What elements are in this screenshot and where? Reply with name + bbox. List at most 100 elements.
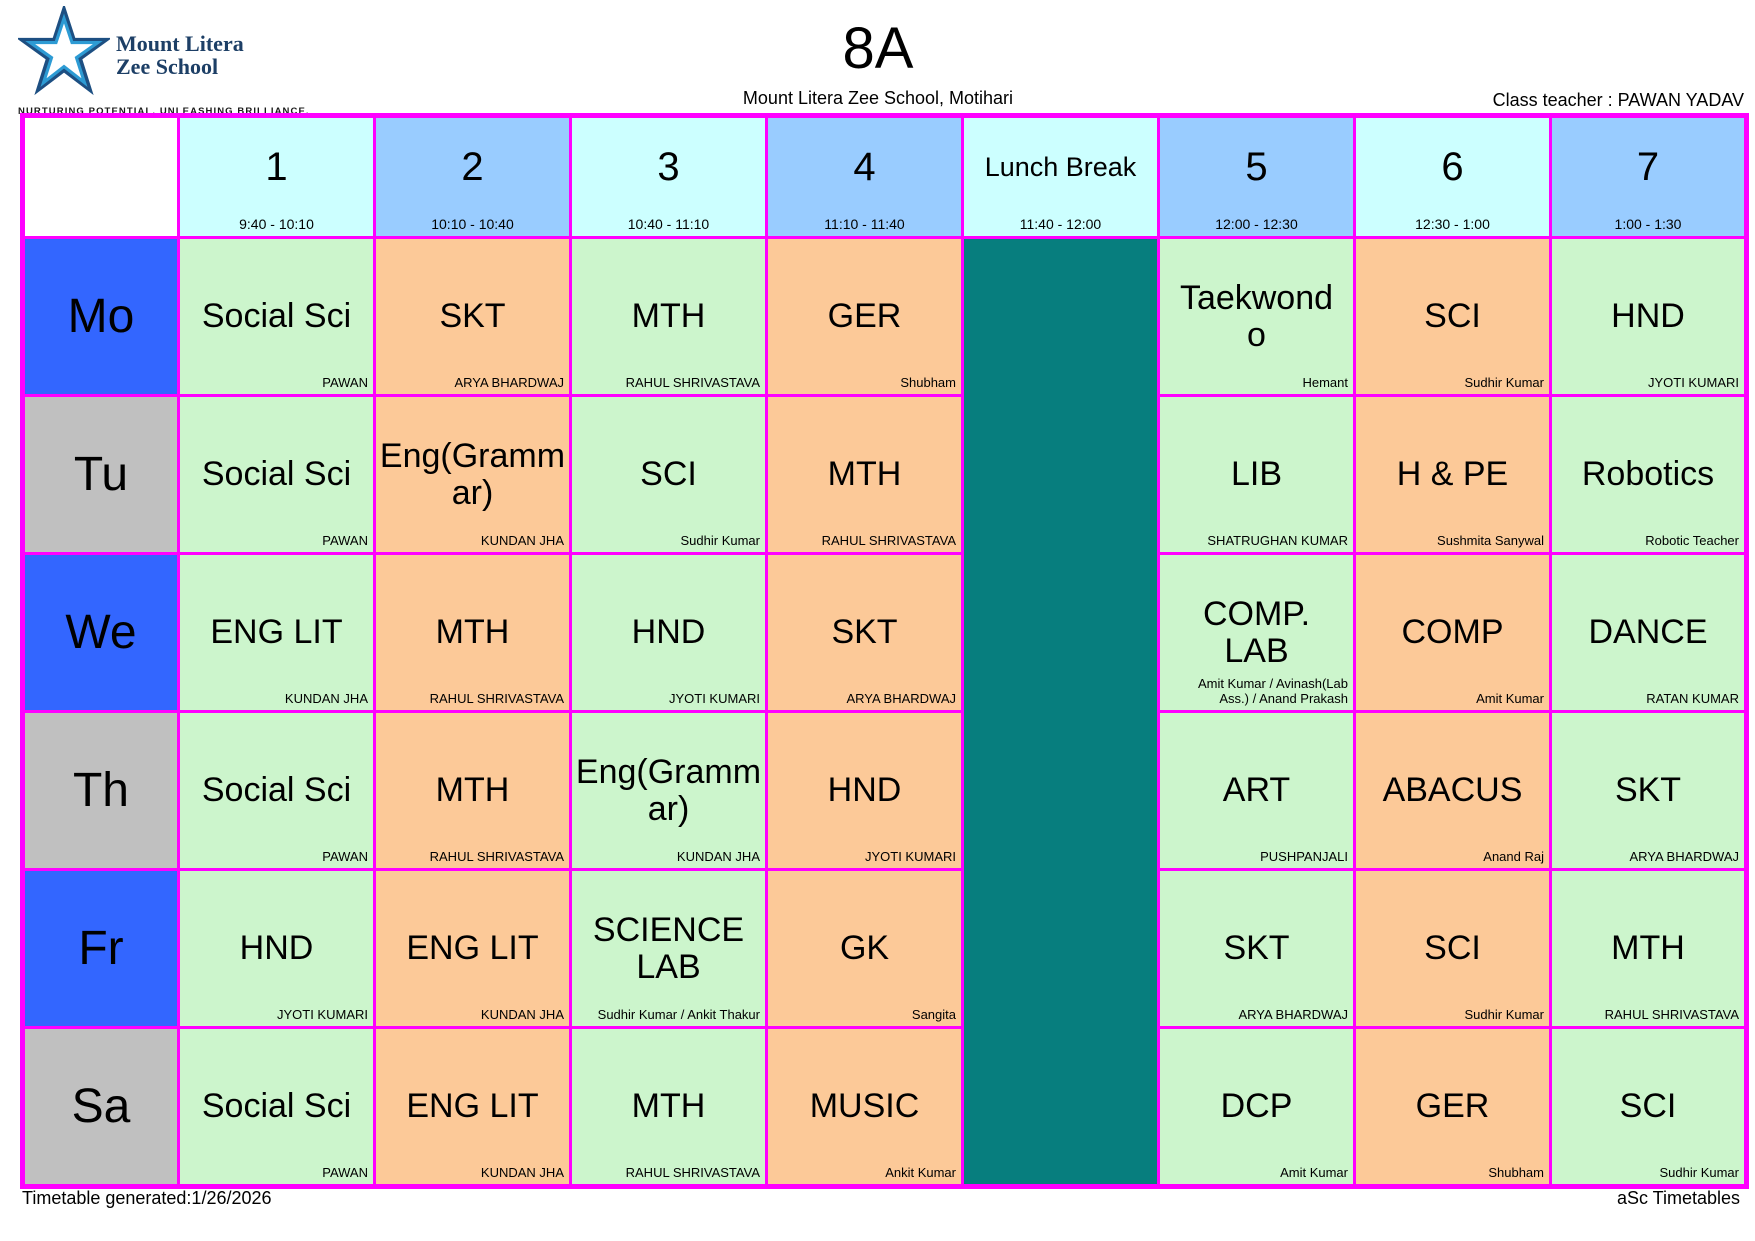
period-time: 9:40 - 10:10: [239, 216, 314, 232]
subject-label: SCI: [1619, 1087, 1677, 1126]
subject-label: DANCE: [1588, 613, 1708, 652]
cell-mo-3: MTH RAHUL SHRIVASTAVA: [569, 236, 768, 397]
cell-fr-7: MTH RAHUL SHRIVASTAVA: [1549, 868, 1748, 1029]
day-label-sa: Sa: [21, 1026, 180, 1188]
cell-tu-1: Social Sci PAWAN: [177, 394, 376, 555]
cell-tu-5: LIB SHATRUGHAN KUMAR: [1157, 394, 1356, 555]
teacher-label: RAHUL SHRIVASTAVA: [1604, 1007, 1739, 1023]
cell-sa-7: SCI Sudhir Kumar: [1549, 1026, 1748, 1188]
period-time: 11:10 - 11:40: [824, 216, 905, 232]
subject-label: MUSIC: [809, 1087, 920, 1126]
teacher-label: Sudhir Kumar / Ankit Thakur: [597, 1007, 760, 1023]
day-label-tu: Tu: [21, 394, 180, 555]
teacher-label: ARYA BHARDWAJ: [846, 691, 956, 707]
day-label-we: We: [21, 552, 180, 713]
header-row: 1 9:40 - 10:10 2 10:10 - 10:40 3 10:40 -…: [21, 114, 1748, 239]
class-teacher-label: Class teacher : PAWAN YADAV: [1492, 90, 1744, 110]
teacher-label: Anand Raj: [1483, 849, 1544, 865]
cell-we-6: COMP Amit Kumar: [1353, 552, 1552, 713]
subject-label: SKT: [439, 297, 506, 336]
timetable-grid: 1 9:40 - 10:10 2 10:10 - 10:40 3 10:40 -…: [20, 113, 1749, 1189]
teacher-label: SHATRUGHAN KUMAR: [1207, 533, 1348, 549]
cell-fr-5: SKT ARYA BHARDWAJ: [1157, 868, 1356, 1029]
teacher-label: Sushmita Sanywal: [1437, 533, 1544, 549]
teacher-label: RAHUL SHRIVASTAVA: [625, 375, 760, 391]
cell-fr-6: SCI Sudhir Kumar: [1353, 868, 1552, 1029]
subject-label: ART: [1222, 771, 1291, 810]
lunch-break-header: Lunch Break 11:40 - 12:00: [961, 114, 1160, 239]
cell-mo-2: SKT ARYA BHARDWAJ: [373, 236, 572, 397]
cell-tu-3: SCI Sudhir Kumar: [569, 394, 768, 555]
period-time: 12:30 - 1:00: [1415, 216, 1490, 232]
lunch-break-label: Lunch Break: [984, 151, 1137, 182]
subject-label: SKT: [1223, 929, 1290, 968]
cell-sa-6: GER Shubham: [1353, 1026, 1552, 1188]
subject-label: SCI: [1424, 929, 1481, 968]
row-monday: Mo Social Sci PAWAN SKT ARYA BHARDWAJ MT…: [21, 236, 1748, 1188]
cell-fr-2: ENG LIT KUNDAN JHA: [373, 868, 572, 1029]
school-name: Mount Litera Zee School: [116, 32, 244, 78]
period-number: 6: [1441, 145, 1464, 189]
period-number: 1: [265, 145, 288, 189]
day-label-mo: Mo: [21, 236, 180, 397]
cell-we-7: DANCE RATAN KUMAR: [1549, 552, 1748, 713]
subject-label: MTH: [631, 297, 706, 336]
subject-label: SCIENCE LAB: [592, 910, 745, 986]
period-header-4: 4 11:10 - 11:40: [765, 114, 964, 239]
subject-label: GER: [1415, 1087, 1490, 1126]
subject-label: Eng(Grammar): [575, 752, 762, 828]
day-label-th: Th: [21, 710, 180, 871]
period-number: 4: [853, 145, 876, 189]
subject-label: Robotics: [1581, 455, 1715, 494]
school-name-line2: Zee School: [116, 54, 219, 79]
subject-label: H & PE: [1396, 455, 1509, 494]
teacher-label: PUSHPANJALI: [1260, 849, 1348, 865]
teacher-label: Sudhir Kumar: [680, 533, 760, 549]
period-time: 11:40 - 12:00: [1019, 216, 1102, 232]
subject-label: SKT: [1614, 771, 1682, 810]
asc-timetables-brand: aSc Timetables: [1616, 1188, 1740, 1208]
timetable: 1 9:40 - 10:10 2 10:10 - 10:40 3 10:40 -…: [20, 113, 1749, 1189]
teacher-label: RAHUL SHRIVASTAVA: [625, 1165, 760, 1181]
cell-tu-7: Robotics Robotic Teacher: [1549, 394, 1748, 555]
cell-sa-1: Social Sci PAWAN: [177, 1026, 376, 1188]
row-wednesday: We ENG LIT KUNDAN JHA MTH RAHUL SHRIVAST…: [21, 552, 1748, 713]
teacher-label: RAHUL SHRIVASTAVA: [821, 533, 956, 549]
period-number: 2: [461, 145, 484, 189]
cell-th-2: MTH RAHUL SHRIVASTAVA: [373, 710, 572, 871]
cell-th-1: Social Sci PAWAN: [177, 710, 376, 871]
cell-fr-4: GK Sangita: [765, 868, 964, 1029]
subject-label: ENG LIT: [406, 929, 539, 968]
period-time: 12:00 - 12:30: [1215, 216, 1298, 232]
subject-label: SCI: [1424, 297, 1481, 336]
corner-cell: [21, 114, 180, 239]
teacher-label: Shubham: [1488, 1165, 1544, 1181]
day-label-fr: Fr: [21, 868, 180, 1029]
subject-label: COMP. LAB: [1202, 594, 1311, 670]
cell-th-3: Eng(Grammar) KUNDAN JHA: [569, 710, 768, 871]
subject-label: Social Sci: [201, 297, 352, 336]
teacher-label: Sudhir Kumar: [1464, 1007, 1544, 1023]
period-number: 7: [1636, 145, 1660, 189]
subject-label: Social Sci: [201, 1087, 352, 1126]
cell-mo-4: GER Shubham: [765, 236, 964, 397]
teacher-label: Amit Kumar / Avinash(Lab Ass.) / Anand P…: [1197, 675, 1348, 707]
teacher-label: RAHUL SHRIVASTAVA: [429, 691, 564, 707]
subject-label: MTH: [631, 1087, 706, 1126]
period-number: 3: [657, 145, 680, 189]
school-name-line1: Mount Litera: [116, 30, 244, 56]
subject-label: SKT: [831, 613, 898, 652]
cell-mo-1: Social Sci PAWAN: [177, 236, 376, 397]
teacher-label: JYOTI KUMARI: [276, 1007, 368, 1023]
row-thursday: Th Social Sci PAWAN MTH RAHUL SHRIVASTAV…: [21, 710, 1748, 871]
teacher-label: RATAN KUMAR: [1646, 691, 1739, 707]
subject-label: ABACUS: [1382, 771, 1523, 810]
period-time: 1:00 - 1:30: [1614, 216, 1682, 232]
subject-label: ENG LIT: [210, 613, 343, 652]
subject-label: HND: [631, 613, 706, 652]
subject-label: MTH: [435, 613, 510, 652]
teacher-label: KUNDAN JHA: [480, 533, 564, 549]
teacher-label: Robotic Teacher: [1645, 533, 1739, 549]
subject-label: DCP: [1220, 1087, 1293, 1126]
teacher-label: PAWAN: [322, 849, 368, 865]
